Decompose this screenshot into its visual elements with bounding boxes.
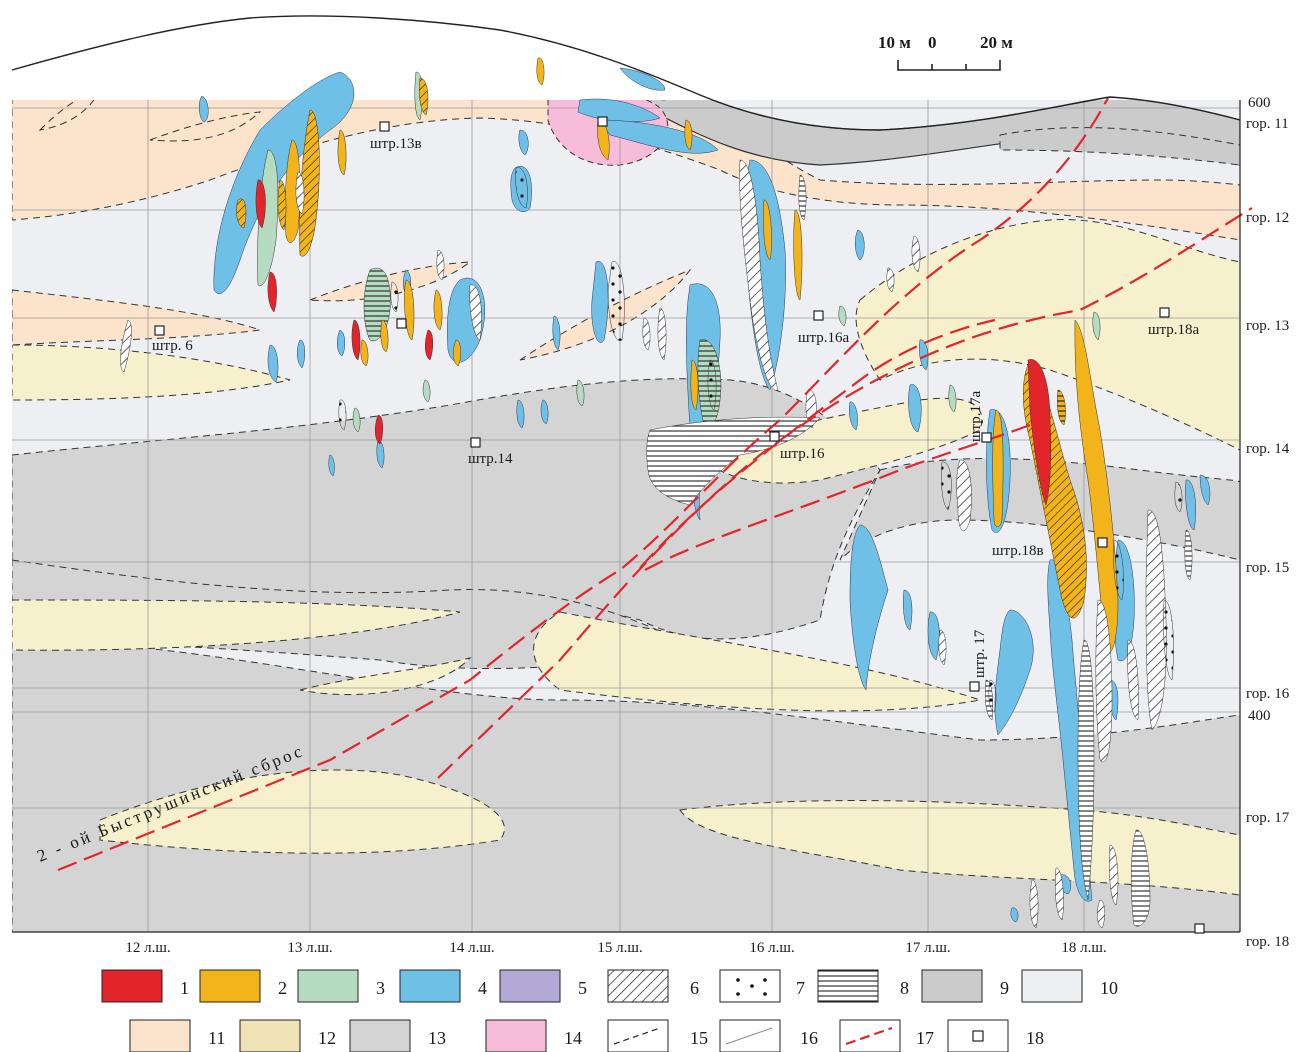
- adit-label-18a: штр.18а: [1148, 322, 1200, 338]
- legend-swatch-14: [485, 1019, 547, 1052]
- unit-5-violet: [660, 100, 665, 101]
- legend-swatch-13: [349, 1019, 411, 1052]
- faults: [57, 97, 1253, 872]
- unit-12-band-a: [12, 344, 291, 401]
- legend-swatch-2: [199, 969, 261, 1003]
- unit-12-band-c: [299, 657, 472, 696]
- level-11: гор. 11: [1246, 116, 1289, 132]
- adit-label-13v: штр.13в: [370, 136, 422, 152]
- unit-9-right: [999, 127, 1240, 166]
- level-labels: 600 гор. 11 гор. 12 гор. 13 гор. 14 гор.…: [1246, 95, 1290, 950]
- legend-num-16: 16: [800, 1028, 818, 1048]
- elevation-600: 600: [1248, 95, 1271, 111]
- unit-12-band-f: [679, 800, 1240, 896]
- profile-14: 14 л.ш.: [449, 940, 494, 956]
- legend-swatch-12: [239, 1019, 301, 1052]
- legend-num-6: 6: [690, 978, 699, 998]
- legend-swatch-11: [129, 1019, 191, 1052]
- profile-12: 12 л.ш.: [125, 940, 170, 956]
- adit-label-16a: штр.16а: [798, 330, 850, 346]
- adit-labels: штр.13в штр. 6 штр.14 штр.16 штр.16а штр…: [152, 136, 1200, 678]
- adit-label-16: штр.16: [780, 446, 825, 462]
- scale-label-20m: 20 м: [980, 33, 1013, 52]
- profile-16: 16 л.ш.: [749, 940, 794, 956]
- adit-label-6: штр. 6: [152, 338, 193, 354]
- ore-red-bodies: [255, 179, 1052, 506]
- legend-num-18: 18: [1026, 1028, 1044, 1048]
- profile-15: 15 л.ш.: [597, 940, 642, 956]
- legend-swatch-17: [839, 1019, 901, 1052]
- legend-num-11: 11: [208, 1028, 225, 1048]
- adit-label-18v: штр.18в: [992, 543, 1044, 559]
- level-14: гор. 14: [1246, 441, 1290, 457]
- adit-markers: [154, 116, 1205, 934]
- unit-12-band-h: [855, 219, 1240, 451]
- profile-labels: 12 л.ш. 13 л.ш. 14 л.ш. 15 л.ш. 16 л.ш. …: [125, 940, 1106, 956]
- level-15: гор. 15: [1246, 560, 1289, 576]
- surface-line: [11, 15, 1241, 131]
- unit-9-cover: [622, 100, 1240, 166]
- scale-label-0: 0: [928, 33, 937, 52]
- profile-18: 18 л.ш.: [1061, 940, 1106, 956]
- legend-swatch-3: [297, 969, 359, 1003]
- fault-c: [644, 423, 1031, 571]
- legend-num-12: 12: [318, 1028, 336, 1048]
- scale-ruler: [897, 60, 1001, 71]
- legend-swatch-9: [921, 969, 983, 1003]
- legend-swatch-8: [817, 969, 879, 1003]
- legend-num-4: 4: [478, 978, 487, 998]
- scale-label-10m: 10 м: [878, 33, 911, 52]
- legend-num-1: 1: [180, 978, 189, 998]
- legend-swatch-1: [101, 969, 163, 1003]
- legend-num-3: 3: [376, 978, 385, 998]
- legend-swatch-7: [719, 969, 781, 1003]
- ore-dotted-bodies: [338, 167, 1183, 713]
- level-17: гор. 17: [1246, 810, 1290, 826]
- unit-11-lens-a: [149, 111, 262, 142]
- legend-num-10: 10: [1100, 978, 1118, 998]
- profile-13: 13 л.ш.: [287, 940, 332, 956]
- legend-swatch-5: [499, 969, 561, 1003]
- level-13: гор. 13: [1246, 318, 1289, 334]
- legend-num-8: 8: [900, 978, 909, 998]
- legend-swatch-10: [1021, 969, 1083, 1003]
- legend-num-9: 9: [1000, 978, 1009, 998]
- grid-lines: [12, 100, 1240, 932]
- section-body: [11, 15, 1253, 933]
- unit-11-lens-e: [12, 289, 261, 346]
- adit-label-14: штр.14: [468, 451, 513, 467]
- level-18: гор. 18: [1246, 934, 1289, 950]
- adit-label-17a: штр.17а: [968, 390, 984, 442]
- fault-d: [639, 318, 996, 569]
- legend-swatch-4: [399, 969, 461, 1003]
- adit-label-17: штр. 17: [972, 629, 988, 678]
- legend-swatch-6: [607, 969, 669, 1003]
- legend-num-13: 13: [428, 1028, 446, 1048]
- legend: 1 2 3 4 5 6 7 8 9 10 11 12 13 14 15 16: [101, 969, 1118, 1052]
- fault-2nd-bystrushinsky: [57, 97, 1109, 872]
- level-12: гор. 12: [1246, 210, 1289, 226]
- unit-12-band-e: [99, 769, 505, 854]
- level-16: гор. 16: [1246, 686, 1290, 702]
- unit-12-band-b: [12, 599, 461, 651]
- unit-11-lens-b: [38, 100, 95, 131]
- profile-17: 17 л.ш.: [905, 940, 950, 956]
- legend-num-7: 7: [796, 978, 805, 998]
- elevation-400: 400: [1248, 708, 1271, 724]
- stratigraphy: [12, 100, 1240, 932]
- legend-num-17: 17: [916, 1028, 934, 1048]
- legend-num-14: 14: [564, 1028, 582, 1048]
- unit-12-band-d: [533, 611, 981, 712]
- legend-num-2: 2: [278, 978, 287, 998]
- scale-bar: 10 м 0 20 м: [878, 33, 1013, 71]
- legend-num-15: 15: [690, 1028, 708, 1048]
- unit-11-lens-c: [309, 261, 472, 302]
- legend-num-5: 5: [578, 978, 587, 998]
